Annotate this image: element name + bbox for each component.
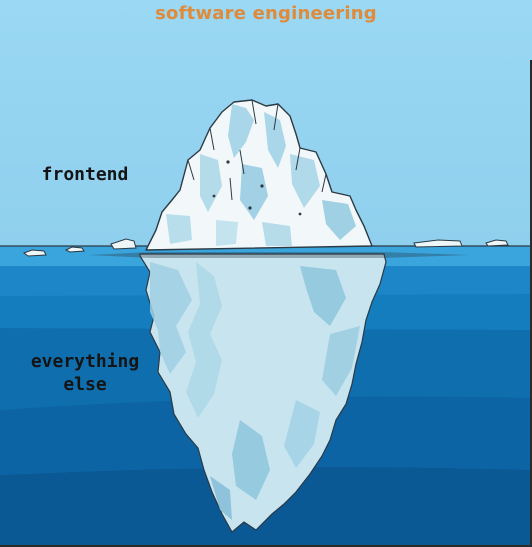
ice-floes — [22, 238, 509, 257]
iceberg-underwater — [139, 253, 387, 533]
label-below-water: everything else — [18, 350, 152, 396]
label-below-line-2: else — [63, 374, 107, 395]
label-below-line-1: everything — [30, 351, 140, 372]
label-above-water: frontend — [41, 164, 129, 185]
meme-title: software engineering — [155, 3, 377, 24]
iceberg-above-water — [145, 99, 373, 251]
waterline-shadow — [88, 252, 470, 258]
